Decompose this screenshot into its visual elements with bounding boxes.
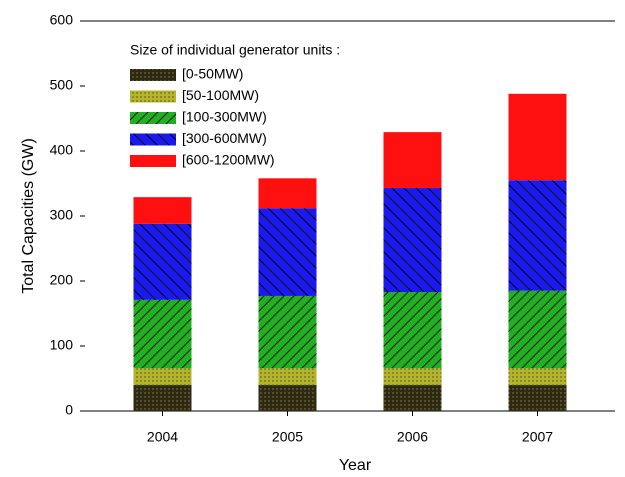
legend-hatch <box>130 133 176 146</box>
bar-hatch <box>383 385 442 411</box>
bar-hatch <box>258 368 317 385</box>
bar-hatch <box>133 385 192 411</box>
bar-segment <box>258 178 317 209</box>
y-tick-label: 0 <box>65 402 73 418</box>
x-axis-title: Year <box>339 457 372 474</box>
x-tick-label: 2004 <box>147 429 178 445</box>
bar-segment <box>383 132 442 189</box>
x-tick-label: 2006 <box>397 429 428 445</box>
legend-label: [100-300MW) <box>182 109 267 125</box>
y-tick-label: 300 <box>50 207 74 223</box>
y-tick-label: 200 <box>50 272 74 288</box>
bar-hatch <box>508 385 567 411</box>
y-tick-label: 100 <box>50 337 74 353</box>
legend-hatch <box>130 112 176 124</box>
bar-hatch <box>133 299 192 369</box>
bar-hatch <box>383 292 442 369</box>
y-tick-label: 600 <box>50 12 74 28</box>
bar-hatch <box>383 188 442 293</box>
y-axis-title: Total Capacities (GW) <box>20 138 37 294</box>
legend-title: Size of individual generator units : <box>130 42 340 58</box>
y-tick-label: 500 <box>50 77 74 93</box>
x-tick-label: 2005 <box>272 429 303 445</box>
legend-swatch <box>130 155 176 167</box>
bar-hatch <box>508 368 567 385</box>
bar-hatch <box>258 295 317 369</box>
bar-hatch <box>508 180 567 291</box>
legend-label: [300-600MW) <box>182 130 267 146</box>
bar-hatch <box>508 290 567 369</box>
bar-hatch <box>383 368 442 385</box>
bar-segment <box>508 93 567 181</box>
bar-hatch <box>133 223 192 300</box>
legend-hatch <box>130 90 176 103</box>
legend-hatch <box>130 69 176 81</box>
legend-label: [600-1200MW) <box>182 152 275 168</box>
legend-label: [50-100MW) <box>182 87 259 103</box>
bar-hatch <box>133 368 192 385</box>
legend-label: [0-50MW) <box>182 66 243 82</box>
y-tick-label: 400 <box>50 142 74 158</box>
bar-hatch <box>258 385 317 411</box>
bar-hatch <box>258 208 317 296</box>
bar-segment <box>133 197 192 224</box>
x-tick-label: 2007 <box>522 429 553 445</box>
